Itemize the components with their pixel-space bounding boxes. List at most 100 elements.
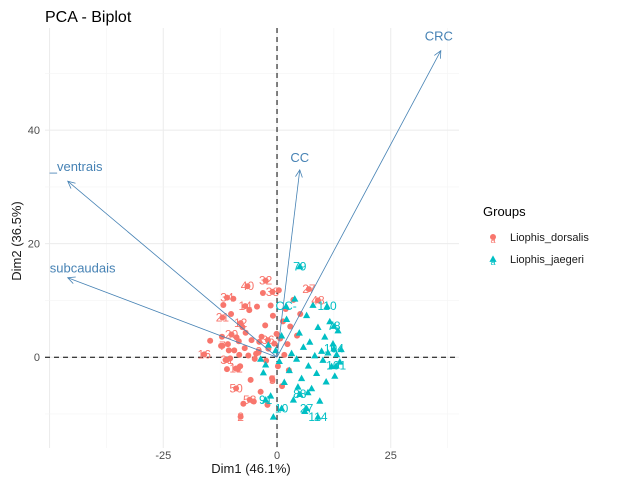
data-point [218,342,225,349]
point-label: 36 [261,333,275,347]
data-point [242,329,249,336]
data-point [321,333,329,340]
data-point [264,341,272,348]
data-point [287,349,296,357]
data-point [322,377,330,385]
variable-vector [67,277,278,358]
data-point [304,388,312,396]
x-axis-ticks: -25 0 25 [155,450,397,462]
data-point [330,345,338,352]
vectors-layer: CRC _ventrais subcaudais CC [49,29,453,358]
x-axis-title: Dim1 (46.1%) [211,461,290,476]
data-point [222,357,229,364]
point-label: 5 [269,373,276,387]
point-label: 50 [229,381,243,395]
data-point [301,407,309,414]
data-point [277,404,286,412]
point-label: 12 [234,316,248,330]
point-label: 7 [219,339,226,353]
data-point [253,350,260,357]
data-point [316,397,324,404]
data-point [236,351,243,358]
data-point [269,413,277,420]
data-point [241,345,248,352]
data-point [218,333,225,340]
data-point [230,295,237,302]
data-point [201,351,208,358]
vector-arrowhead [295,168,303,178]
data-point [269,375,276,382]
y-tick-label: 40 [28,125,40,137]
data-point [264,401,271,408]
data-point [269,312,276,319]
data-point [297,374,306,382]
legend-key-letter: a [490,257,495,267]
data-point [275,287,282,294]
vector-label: CC [290,150,309,165]
data-point [314,297,321,304]
data-point [228,331,235,338]
point-label: 78 [327,319,341,333]
data-point [291,295,299,302]
point-label: 27 [300,401,314,415]
data-point [305,286,312,293]
data-point [237,363,244,370]
point-label: 14 [238,299,252,313]
data-point [235,338,242,345]
data-point [328,362,336,370]
point-label: 16 [198,347,212,361]
data-point [267,302,274,309]
point-label: 21 [216,310,230,324]
data-point [330,322,338,329]
vector-label: subcaudais [50,261,116,276]
data-point [264,337,271,344]
data-point [284,341,291,348]
vector-arrowhead [67,180,76,189]
data-point [280,378,288,386]
legend-key-marker [489,255,497,262]
data-point [318,347,326,354]
data-point [309,301,317,308]
data-point [273,330,280,337]
data-point [259,290,266,297]
point-label: 79 [293,259,307,273]
point-label: 20 [225,327,239,341]
y-tick-label: 0 [34,352,40,364]
point-label: 9 [255,345,262,359]
data-point [247,376,254,383]
legend-label: Liophis_dorsalis [510,232,589,244]
data-point [263,357,270,364]
data-point [240,400,247,407]
data-point [244,283,251,290]
point-label: 31 [220,353,234,367]
data-point [267,392,275,399]
x-tick-label: -25 [155,450,171,462]
data-point [245,352,252,359]
x-tick-label: 25 [385,450,397,462]
y-axis-title: Dim2 (36.5%) [9,201,24,280]
variable-vector [67,180,278,358]
point-label: 48 [311,293,325,307]
data-point [274,363,281,370]
point-label: 110 [317,299,336,313]
vector-label: CRC [425,29,453,44]
data-point [296,390,304,397]
data-point [302,311,311,319]
data-point [333,350,341,358]
legend-title: Groups [483,204,526,219]
data-point [304,362,313,369]
data-point [314,323,322,330]
data-point [262,396,270,403]
data-point [239,324,246,331]
data-point [336,358,344,365]
data-point [219,314,226,321]
data-point [231,347,238,354]
point-label: 12 [229,362,243,376]
point-label: 32 [259,274,273,288]
data-point [307,384,316,392]
data-point [220,301,227,308]
data-point [262,360,270,368]
